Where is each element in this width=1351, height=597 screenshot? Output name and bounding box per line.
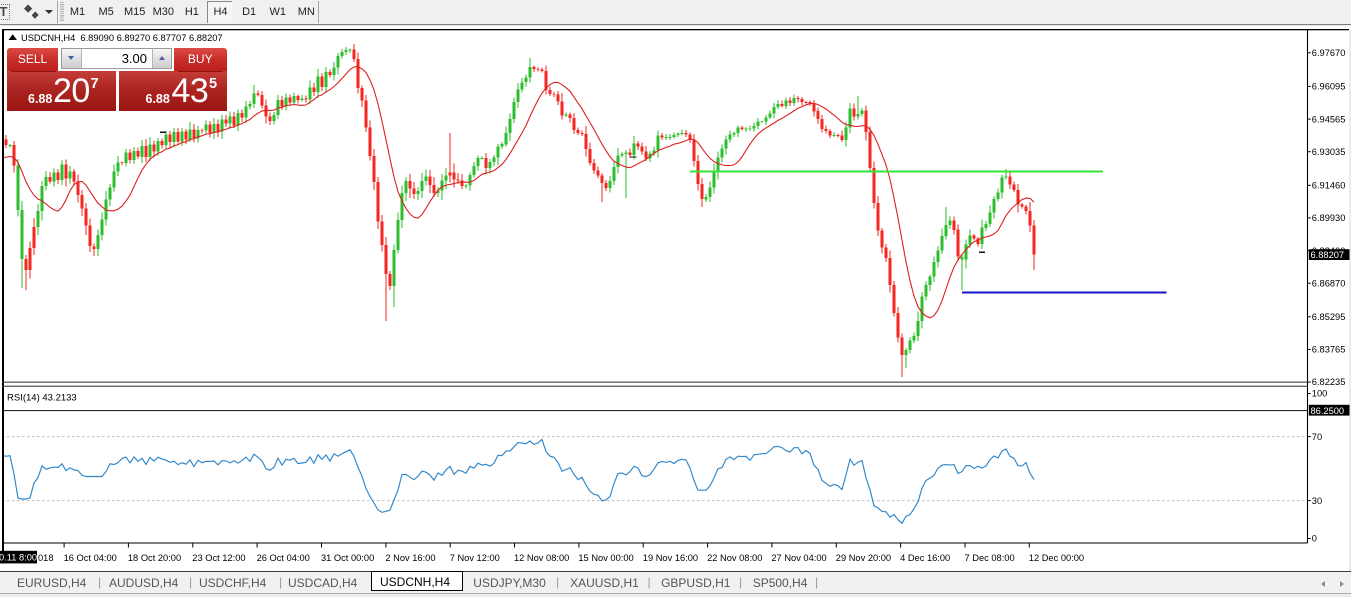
svg-text:6.88207: 6.88207 — [1311, 250, 1345, 260]
svg-text:6.94565: 6.94565 — [1312, 114, 1346, 124]
svg-text:86.2500: 86.2500 — [1311, 406, 1345, 416]
svg-text:6.83765: 6.83765 — [1312, 345, 1346, 355]
svg-text:0: 0 — [1312, 534, 1317, 544]
svg-text:23 Oct 12:00: 23 Oct 12:00 — [192, 553, 245, 563]
svg-text:26 Oct 04:00: 26 Oct 04:00 — [257, 553, 310, 563]
svg-text:100: 100 — [1312, 389, 1328, 399]
svg-text:27 Nov 04:00: 27 Nov 04:00 — [771, 553, 826, 563]
svg-text:6.89930: 6.89930 — [1312, 213, 1346, 223]
svg-text:15 Nov 00:00: 15 Nov 00:00 — [578, 553, 633, 563]
svg-text:7 Dec 08:00: 7 Dec 08:00 — [965, 553, 1015, 563]
svg-text:18 Oct 20:00: 18 Oct 20:00 — [128, 553, 181, 563]
svg-text:16 Oct 04:00: 16 Oct 04:00 — [64, 553, 117, 563]
svg-text:4 Dec 16:00: 4 Dec 16:00 — [900, 553, 950, 563]
svg-text:29 Nov 20:00: 29 Nov 20:00 — [836, 553, 891, 563]
svg-text:0.11 8:00: 0.11 8:00 — [0, 553, 37, 563]
svg-text:30: 30 — [1312, 496, 1322, 506]
svg-text:6.97670: 6.97670 — [1312, 48, 1346, 58]
svg-text:6.86870: 6.86870 — [1312, 278, 1346, 288]
svg-text:6.82235: 6.82235 — [1312, 377, 1346, 387]
svg-text:6.85295: 6.85295 — [1312, 312, 1346, 322]
svg-text:2 Nov 16:00: 2 Nov 16:00 — [385, 553, 435, 563]
svg-text:19 Nov 16:00: 19 Nov 16:00 — [643, 553, 698, 563]
svg-text:12 Nov 08:00: 12 Nov 08:00 — [514, 553, 569, 563]
svg-text:USDCNH,H4 6.89090 6.89270 6.8: USDCNH,H4 6.89090 6.89270 6.87707 6.8820… — [21, 33, 223, 43]
svg-text:22 Nov 08:00: 22 Nov 08:00 — [707, 553, 762, 563]
svg-text:6.93035: 6.93035 — [1312, 147, 1346, 157]
svg-text:018: 018 — [38, 553, 54, 563]
svg-text:6.96095: 6.96095 — [1312, 82, 1346, 92]
svg-text:12 Dec 00:00: 12 Dec 00:00 — [1029, 553, 1084, 563]
svg-text:RSI(14) 43.2133: RSI(14) 43.2133 — [7, 392, 77, 403]
svg-text:7 Nov 12:00: 7 Nov 12:00 — [450, 553, 500, 563]
svg-text:6.91460: 6.91460 — [1312, 181, 1346, 191]
svg-text:70: 70 — [1312, 432, 1322, 442]
svg-text:31 Oct 00:00: 31 Oct 00:00 — [321, 553, 374, 563]
